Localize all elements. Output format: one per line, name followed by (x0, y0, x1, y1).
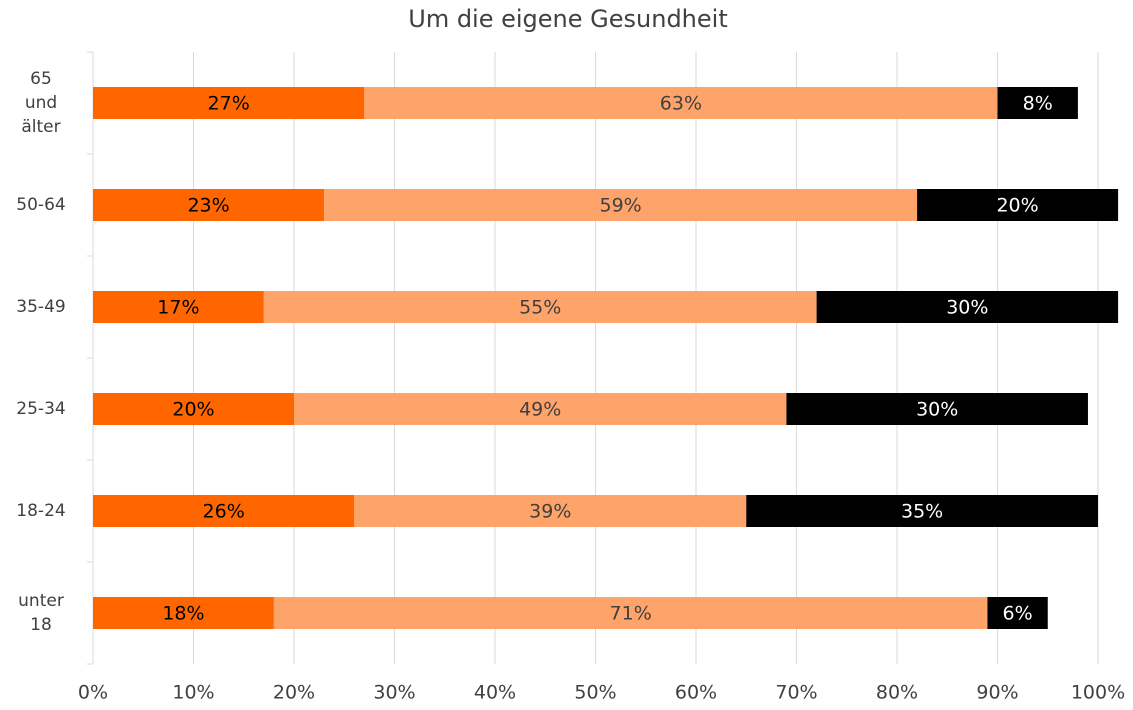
y-tick-label: 50-64 (16, 195, 66, 215)
bar-segment (273, 597, 988, 629)
data-label: 55% (519, 297, 561, 319)
data-label: 8% (1023, 93, 1053, 115)
bar-segment (364, 87, 998, 119)
bar-segment (997, 87, 1078, 119)
x-tick-label: 80% (876, 682, 918, 704)
x-tick-label: 60% (675, 682, 717, 704)
data-label: 26% (203, 501, 245, 523)
x-tick-label: 40% (474, 682, 516, 704)
data-label: 35% (901, 501, 943, 523)
data-label: 71% (610, 603, 652, 625)
bar-segment (987, 597, 1048, 629)
data-label: 20% (996, 195, 1038, 217)
x-tick-label: 90% (976, 682, 1018, 704)
y-tick-label: 18-24 (16, 501, 66, 521)
data-label: 27% (208, 93, 250, 115)
data-label: 63% (660, 93, 702, 115)
bar-segment (263, 291, 817, 323)
data-label: 18% (162, 603, 204, 625)
bar-segment (816, 291, 1119, 323)
bar-segment (93, 291, 264, 323)
bar-segment (93, 597, 274, 629)
data-label: 20% (172, 399, 214, 421)
data-label: 6% (1003, 603, 1033, 625)
y-tick-label: 35-49 (16, 297, 66, 317)
data-label: 39% (529, 501, 571, 523)
bar-segment (324, 189, 918, 221)
data-label: 23% (187, 195, 229, 217)
data-label: 59% (600, 195, 642, 217)
bar-segment (786, 393, 1088, 425)
chart-title: Um die eigene Gesundheit (408, 5, 728, 33)
bar-segment (93, 189, 325, 221)
x-tick-label: 70% (775, 682, 817, 704)
x-tick-label: 30% (373, 682, 415, 704)
bar-segment (93, 495, 355, 527)
data-label: 49% (519, 399, 561, 421)
bar-segment (917, 189, 1119, 221)
bar-segment (93, 393, 294, 425)
y-tick-label: unter 18 (18, 591, 64, 635)
y-tick-label: 65 und älter (21, 69, 61, 137)
x-tick-label: 0% (78, 682, 108, 704)
bar-segment (354, 495, 747, 527)
x-tick-label: 20% (273, 682, 315, 704)
data-label: 30% (916, 399, 958, 421)
data-label: 30% (946, 297, 988, 319)
data-label: 17% (157, 297, 199, 319)
bar-segment (746, 495, 1098, 527)
x-tick-label: 10% (172, 682, 214, 704)
bar-segment (93, 87, 365, 119)
x-tick-label: 50% (574, 682, 616, 704)
x-tick-label: 100% (1071, 682, 1125, 704)
bar-segment (294, 393, 787, 425)
y-tick-label: 25-34 (16, 399, 66, 419)
